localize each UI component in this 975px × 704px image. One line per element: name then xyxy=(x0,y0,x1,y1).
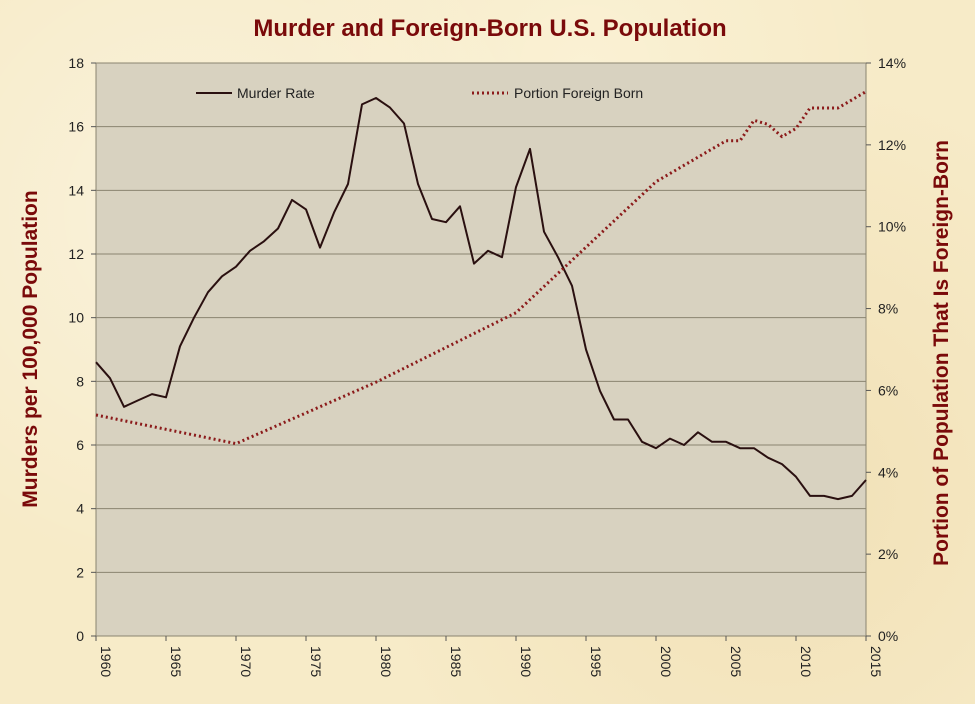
x-tick-label: 2000 xyxy=(658,646,674,677)
y-axis-title: Murders per 100,000 Population xyxy=(19,190,42,507)
y2-tick-label: 12% xyxy=(878,137,906,153)
murder-rate-line xyxy=(95,97,867,501)
y-tick-label: 10 xyxy=(68,310,84,326)
foreign-born-line xyxy=(95,90,867,446)
plot-area xyxy=(95,62,867,637)
x-tick-label: 1985 xyxy=(448,646,464,677)
y-tick-label: 4 xyxy=(76,501,84,517)
x-tick-label: 1970 xyxy=(238,646,254,677)
y-tick-label: 12 xyxy=(68,246,84,262)
y2-tick-label: 10% xyxy=(878,219,906,235)
x-tick-label: 1975 xyxy=(308,646,324,677)
y-tick-label: 6 xyxy=(76,437,84,453)
x-tick-label: 1990 xyxy=(518,646,534,677)
x-tick-label: 1995 xyxy=(588,646,604,677)
y2-tick-label: 8% xyxy=(878,301,898,317)
y2-axis-title: Portion of Population That Is Foreign-Bo… xyxy=(930,140,953,566)
x-axis-ticks: 1960 1965 1970 1975 1980 1985 1990 1995 2000 2005… xyxy=(95,636,884,677)
chart-title: Murder and Foreign-Born U.S. Population xyxy=(253,15,726,42)
legend: Murder Rate Portion Foreign Born xyxy=(196,85,643,101)
gridlines xyxy=(96,126,866,573)
x-tick-label: 1960 xyxy=(98,646,114,677)
y-tick-label: 16 xyxy=(68,119,84,135)
y2-tick-label: 14% xyxy=(878,55,906,71)
legend-foreign-label: Portion Foreign Born xyxy=(514,85,643,101)
x-tick-label: 1965 xyxy=(168,646,184,677)
x-tick-label: 2015 xyxy=(868,646,884,677)
x-tick-label: 2010 xyxy=(798,646,814,677)
legend-murder-label: Murder Rate xyxy=(237,85,315,101)
y-tick-label: 2 xyxy=(76,564,84,580)
y-tick-label: 14 xyxy=(68,182,84,198)
y2-axis-ticks: 0% 2% 4% 6% 8% 10% 12% 14% xyxy=(866,55,906,644)
x-tick-label: 2005 xyxy=(728,646,744,677)
y2-tick-label: 0% xyxy=(878,628,898,644)
y-tick-label: 8 xyxy=(76,373,84,389)
y-axis-ticks: 0 2 4 6 8 10 12 14 16 18 xyxy=(68,55,96,644)
y2-tick-label: 4% xyxy=(878,464,898,480)
series-lines xyxy=(95,90,867,501)
y2-tick-label: 6% xyxy=(878,382,898,398)
y-tick-label: 0 xyxy=(76,628,84,644)
y-tick-label: 18 xyxy=(68,55,84,71)
x-tick-label: 1980 xyxy=(378,646,394,677)
y2-tick-label: 2% xyxy=(878,546,898,562)
